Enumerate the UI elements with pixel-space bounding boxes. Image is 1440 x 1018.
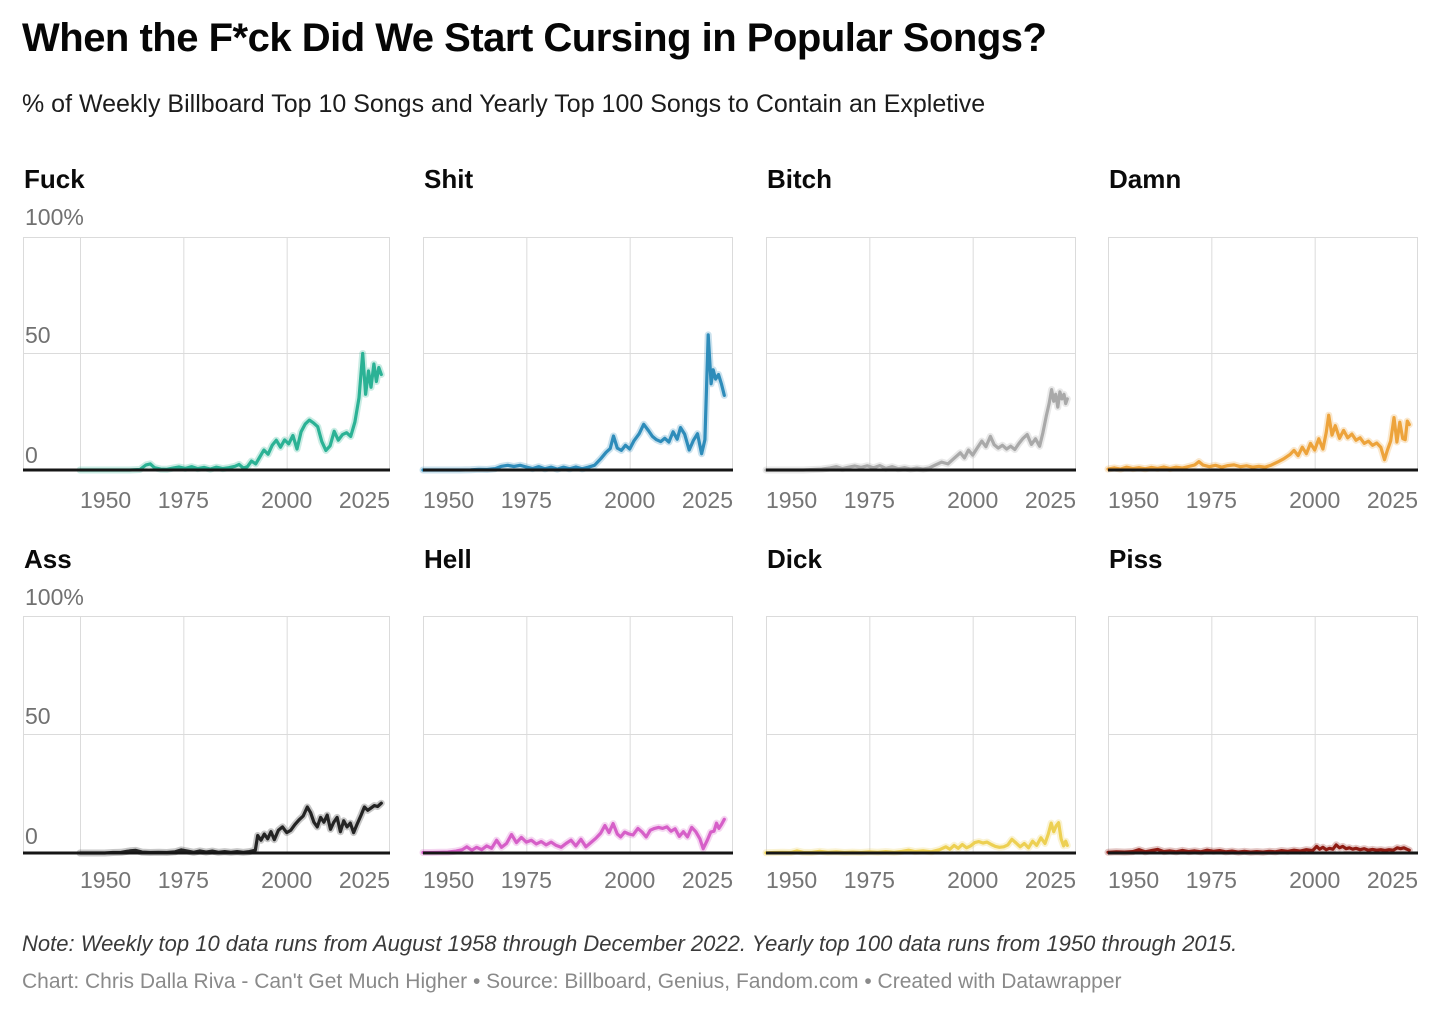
x-axis-label: 1950 (1108, 487, 1160, 513)
page-title: When the F*ck Did We Start Cursing in Po… (22, 16, 1047, 60)
panel-title-bitch: Bitch (767, 164, 832, 194)
series-line-damn (1106, 413, 1411, 471)
x-axis-label: 2000 (604, 487, 656, 513)
series-line-bitch (764, 388, 1069, 472)
panel-title-hell: Hell (424, 544, 472, 574)
x-axis-label: 1975 (500, 867, 552, 893)
x-axis-label: 1950 (423, 487, 475, 513)
line-chart-dick (762, 616, 1076, 857)
y-axis-label: 0 (25, 442, 38, 468)
panel-piss: Piss 1950 1975 2000 2025 (1104, 544, 1418, 897)
x-axis-label: 2025 (338, 487, 390, 513)
line-chart-ass (23, 616, 390, 857)
panel-dick: Dick 1950 1975 2000 2025 (762, 544, 1076, 897)
series-halo-ass (76, 799, 385, 857)
x-axis-label: 2025 (338, 867, 390, 893)
footer-note: Note: Weekly top 10 data runs from Augus… (22, 931, 1238, 956)
x-axis-label: 1975 (157, 487, 209, 513)
panel-title-piss: Piss (1109, 544, 1163, 574)
series-halo-bitch (762, 386, 1071, 474)
panel-title-dick: Dick (767, 544, 822, 574)
panel-title-ass: Ass (24, 544, 72, 574)
x-axis-label: 2025 (1366, 867, 1418, 893)
x-axis-label: 1975 (1185, 867, 1237, 893)
panel-title-fuck: Fuck (24, 164, 85, 194)
x-axis-label: 1950 (80, 867, 132, 893)
y-axis-label: 50 (25, 322, 51, 348)
x-axis-label: 1950 (423, 867, 475, 893)
y-axis-label: 0 (25, 823, 38, 849)
panel-ass: Ass 100% 50 0 1950 1975 2000 2025 (23, 544, 390, 897)
x-axis-label: 2000 (1289, 487, 1341, 513)
x-axis-label: 1950 (80, 487, 132, 513)
panel-title-shit: Shit (424, 164, 474, 194)
series-halo-fuck (76, 350, 385, 474)
series-halo-shit (419, 331, 728, 474)
x-axis-label: 1950 (1108, 867, 1160, 893)
line-chart-piss (1104, 616, 1418, 856)
x-axis-label: 2025 (1024, 487, 1076, 513)
line-chart-bitch (762, 237, 1076, 474)
x-axis-label: 1975 (1185, 487, 1237, 513)
y-axis-label: 100% (25, 584, 84, 610)
line-chart-shit (419, 237, 733, 474)
x-axis-label: 2025 (681, 867, 733, 893)
series-halo-dick (762, 819, 1071, 857)
panel-shit: Shit 1950 1975 2000 2025 (419, 164, 733, 517)
x-axis-label: 2000 (604, 867, 656, 893)
y-axis-label: 100% (25, 204, 84, 230)
x-axis-label: 2000 (947, 867, 999, 893)
line-chart-damn (1104, 237, 1418, 473)
panel-hell: Hell 1950 1975 2000 2025 (419, 544, 733, 897)
line-chart-fuck (23, 237, 390, 474)
x-axis-label: 1950 (766, 867, 818, 893)
panel-bitch: Bitch 1950 1975 2000 2025 (762, 164, 1076, 517)
panel-damn: Damn 1950 1975 2000 2025 (1104, 164, 1418, 517)
x-axis-label: 2000 (1289, 867, 1341, 893)
panel-title-damn: Damn (1109, 164, 1182, 194)
x-axis-label: 2025 (1366, 487, 1418, 513)
line-chart-hell (419, 616, 733, 856)
x-axis-label: 1975 (500, 487, 552, 513)
x-axis-label: 1950 (766, 487, 818, 513)
x-axis-label: 1975 (843, 867, 895, 893)
page-subtitle: % of Weekly Billboard Top 10 Songs and Y… (22, 90, 986, 118)
x-axis-label: 2000 (261, 487, 313, 513)
x-axis-label: 1975 (843, 487, 895, 513)
x-axis-label: 2025 (1024, 867, 1076, 893)
x-axis-label: 2025 (681, 487, 733, 513)
series-line-hell (421, 817, 726, 855)
panel-fuck: Fuck 100% 50 0 1950 1975 2000 2025 (23, 164, 390, 517)
y-axis-label: 50 (25, 703, 51, 729)
series-line-fuck (78, 351, 383, 472)
x-axis-label: 2000 (947, 487, 999, 513)
x-axis-label: 1975 (157, 867, 209, 893)
footer-credit: Chart: Chris Dalla Riva - Can't Get Much… (22, 970, 1122, 993)
x-axis-label: 2000 (261, 867, 313, 893)
series-line-shit (421, 333, 726, 472)
